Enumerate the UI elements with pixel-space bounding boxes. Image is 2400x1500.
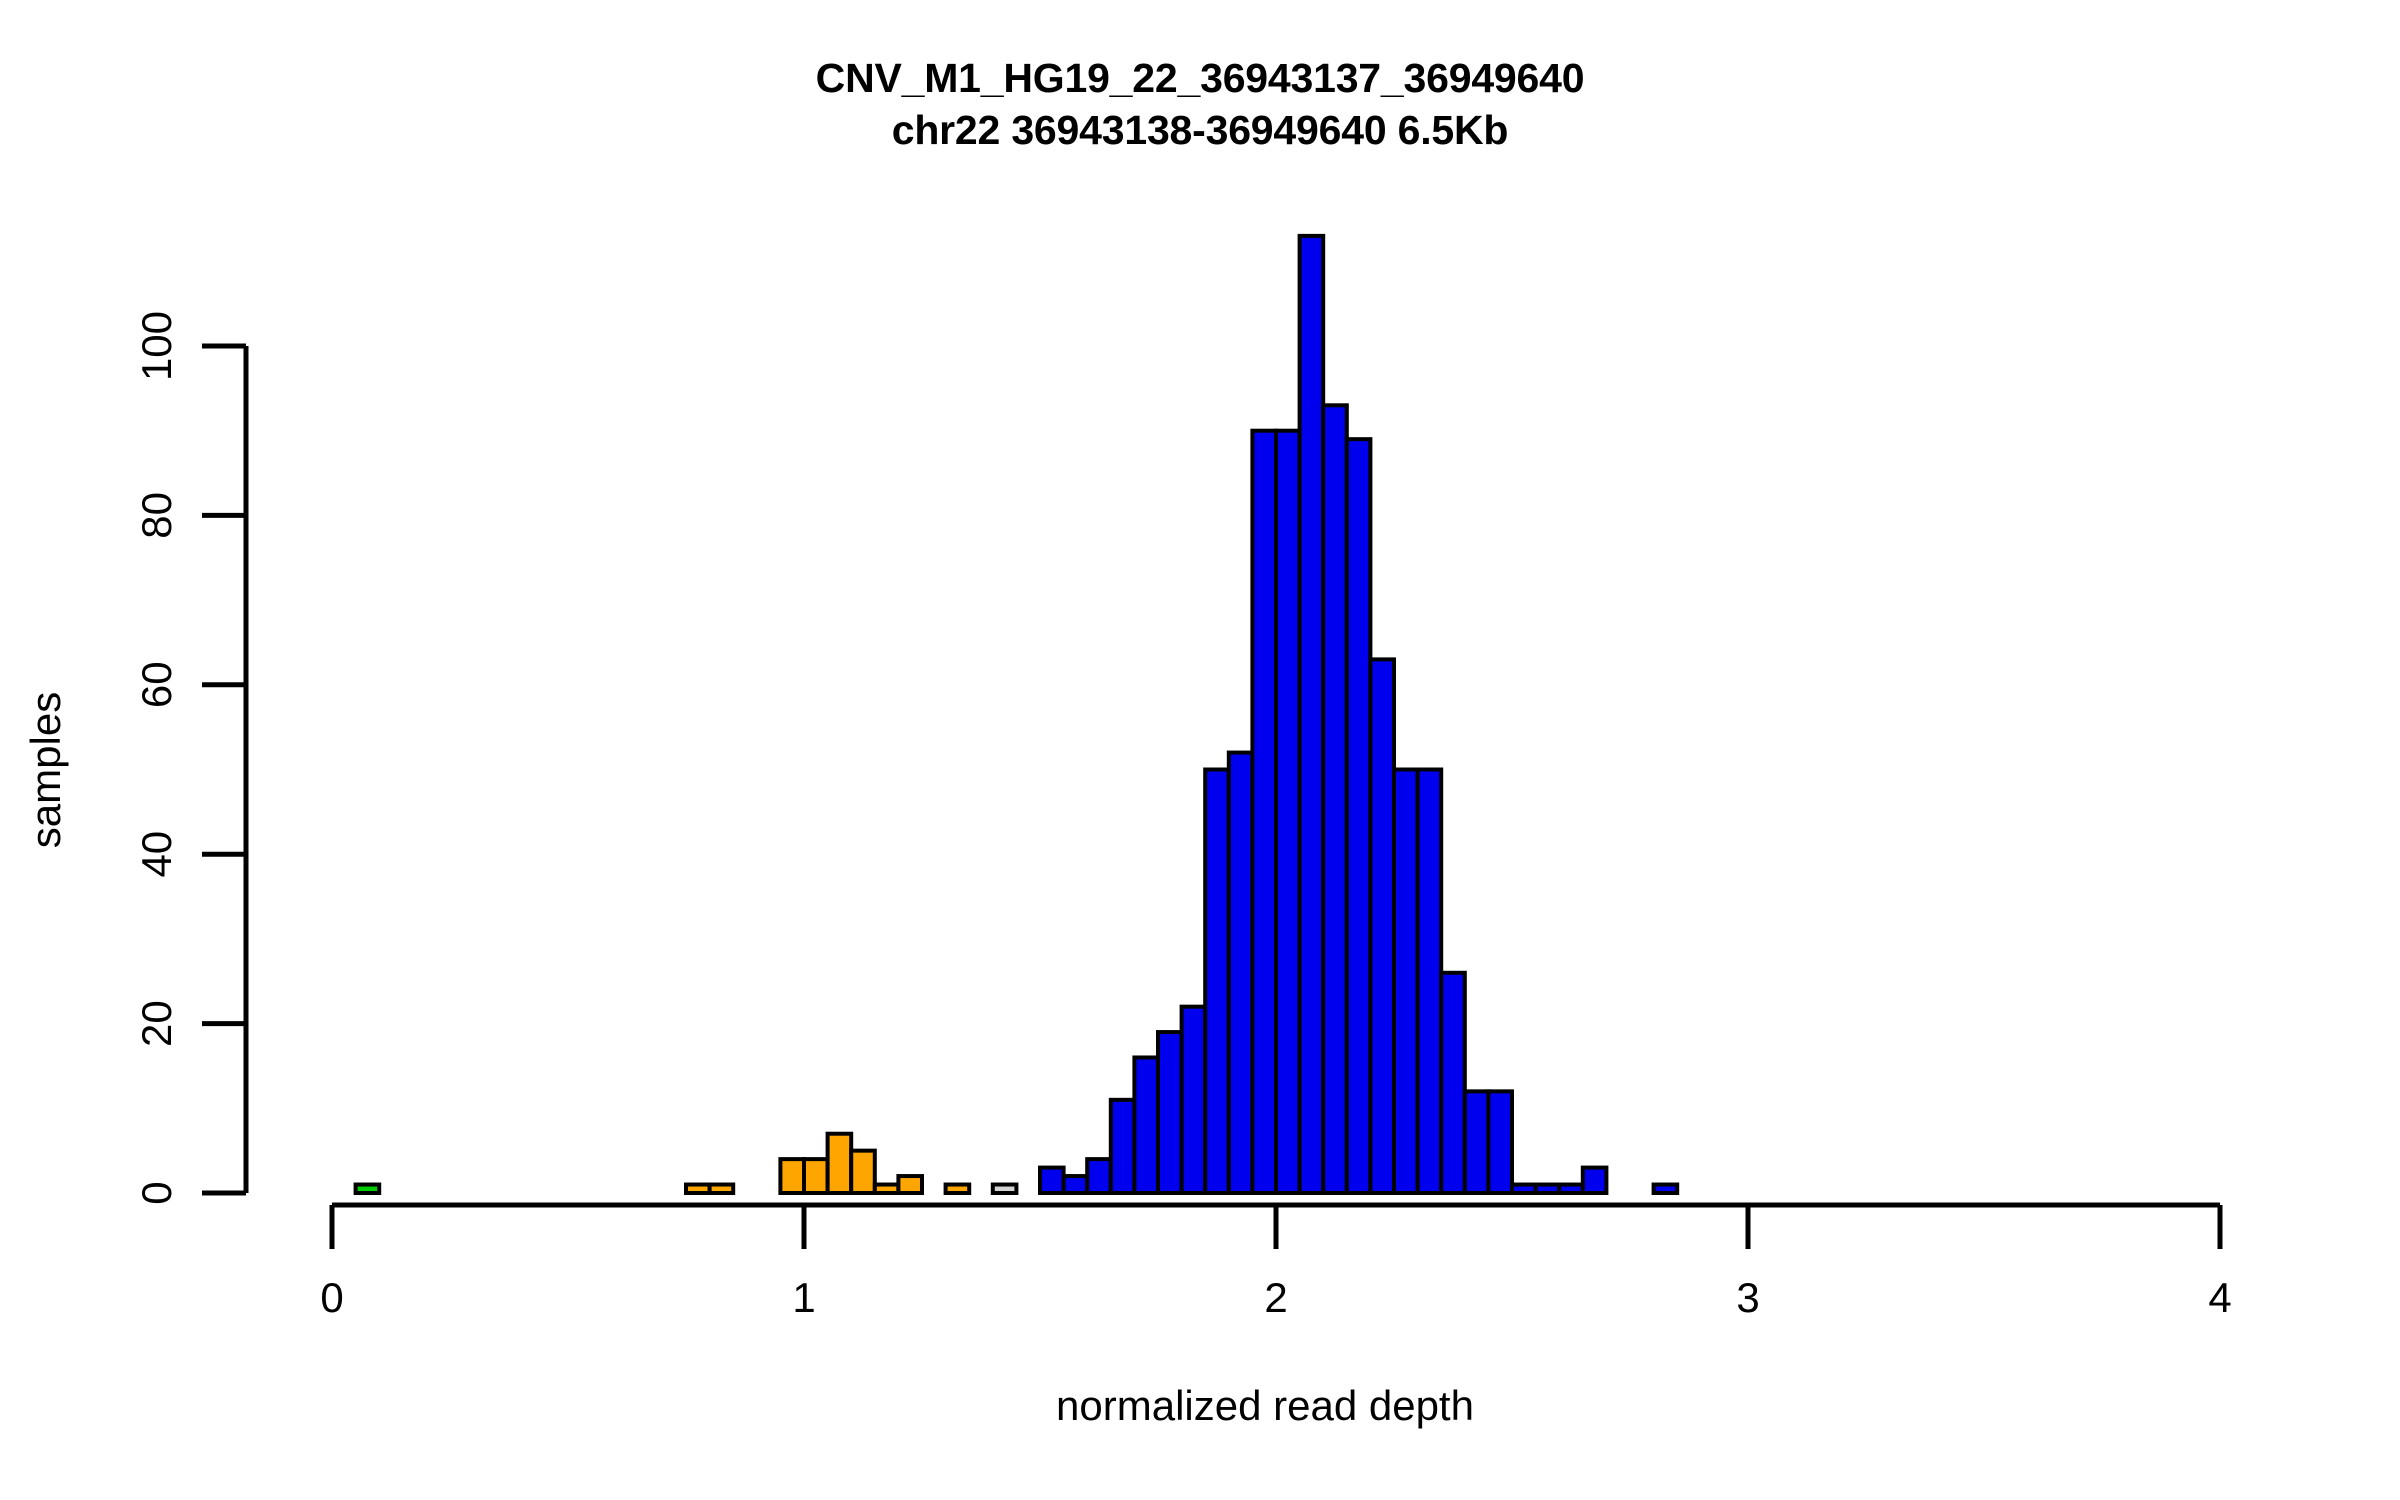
histogram-bar [778, 1157, 807, 1195]
histogram-bar [1156, 1030, 1184, 1195]
histogram-bar [1297, 233, 1326, 1195]
chart-title-line-2: chr22 36943138-36949640 6.5Kb [891, 107, 1509, 153]
histogram-bar [943, 1182, 972, 1196]
y-tick-label: 20 [133, 1000, 180, 1047]
histogram-bars [353, 233, 1680, 1196]
histogram-bar [1651, 1182, 1680, 1196]
x-tick-label: 2 [1264, 1274, 1287, 1321]
histogram-bar [849, 1148, 877, 1196]
histogram-bar [990, 1182, 1019, 1196]
histogram-bar [707, 1182, 736, 1196]
x-tick-label: 3 [1736, 1274, 1759, 1321]
y-axis-title: samples [22, 692, 69, 848]
histogram-bar [684, 1182, 712, 1196]
histogram-bar [1108, 1097, 1137, 1195]
histogram-bar [825, 1131, 854, 1195]
x-axis-ticks: 0 1 2 3 4 [320, 1205, 2232, 1321]
histogram-bar [1061, 1174, 1090, 1196]
histogram-bar [1203, 767, 1231, 1195]
histogram-bar [1580, 1165, 1609, 1195]
histogram-bar [1510, 1182, 1538, 1196]
y-axis-ticks: 0 20 40 60 80 100 [133, 311, 246, 1205]
histogram-bar [1179, 1004, 1208, 1195]
histogram-bar [1439, 970, 1467, 1196]
histogram-bar [1557, 1182, 1585, 1196]
histogram-bar [872, 1182, 901, 1196]
histogram-bar [1250, 428, 1279, 1195]
y-tick-label: 100 [133, 311, 180, 381]
y-tick-label: 40 [133, 831, 180, 878]
histogram-bar [802, 1157, 830, 1195]
y-tick-label: 80 [133, 492, 180, 539]
histogram-bar [1132, 1055, 1161, 1195]
histogram-bar [1392, 767, 1420, 1195]
histogram-bar [1462, 1089, 1491, 1195]
histogram-bar [1486, 1089, 1515, 1195]
chart-title-line-1: CNV_M1_HG19_22_36943137_36949640 [815, 55, 1585, 101]
histogram-bar [1038, 1165, 1066, 1195]
histogram-bar [1368, 657, 1397, 1195]
x-tick-label: 1 [792, 1274, 815, 1321]
histogram-bar [1226, 750, 1255, 1195]
x-axis-title: normalized read depth [1056, 1382, 1474, 1429]
histogram-bar [1085, 1157, 1113, 1195]
chart-title: CNV_M1_HG19_22_36943137_36949640 chr22 3… [0, 52, 2400, 156]
histogram-bar [1321, 403, 1349, 1196]
y-tick-label: 0 [133, 1181, 180, 1204]
x-tick-label: 4 [2208, 1274, 2231, 1321]
histogram-bar [1415, 767, 1444, 1195]
histogram-bar [896, 1174, 925, 1196]
y-tick-label: 60 [133, 661, 180, 708]
histogram-bar [1533, 1182, 1562, 1196]
x-tick-label: 0 [320, 1274, 343, 1321]
histogram-bar [1274, 428, 1302, 1195]
histogram-bar [1344, 437, 1373, 1196]
histogram-bar [353, 1182, 382, 1196]
